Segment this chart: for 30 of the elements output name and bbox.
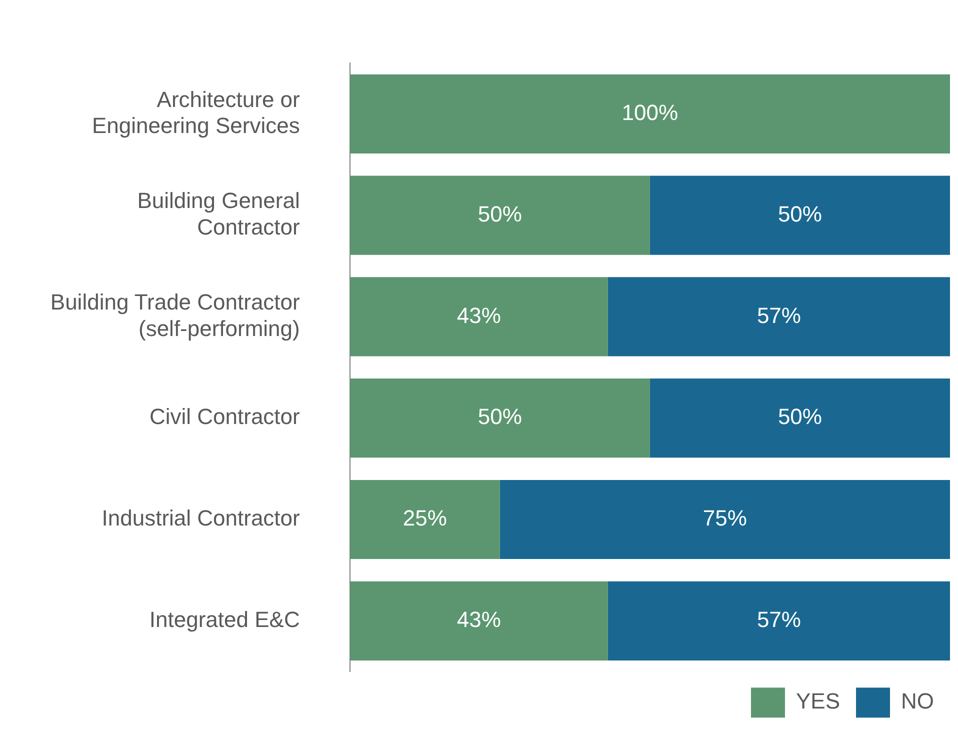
y-tick-label: Building General Contractor [137,188,300,240]
legend-label: NO [901,688,934,714]
data-label: 57% [756,302,801,328]
bar [500,480,950,560]
bar [350,277,608,356]
y-tick-label: Industrial Contractor [102,506,300,531]
y-tick-label: Building Trade Contractor (self-performing) [50,290,300,341]
bar [350,581,608,660]
bar [350,74,950,154]
data-label: 43% [456,606,501,632]
data-label: 50% [478,201,522,226]
data-label: 50% [778,404,822,430]
bar [350,378,650,458]
data-label: 43% [456,302,501,328]
data-label: 75% [702,506,747,531]
data-label: 50% [778,201,822,226]
data-label: 57% [756,606,801,632]
data-label: 25% [402,506,447,531]
bar [350,480,500,560]
legend-label: YES [796,688,840,714]
y-tick-label: Architecture or Engineering Services [92,86,300,138]
bar [650,378,950,458]
y-tick-label: Integrated E&C [149,606,300,632]
bar [650,176,950,255]
y-tick-label: Civil Contractor [149,404,300,430]
bar [608,581,950,660]
bar [608,277,950,356]
data-label: 50% [478,404,522,430]
data-label: 100% [622,100,678,125]
bar [350,176,650,255]
